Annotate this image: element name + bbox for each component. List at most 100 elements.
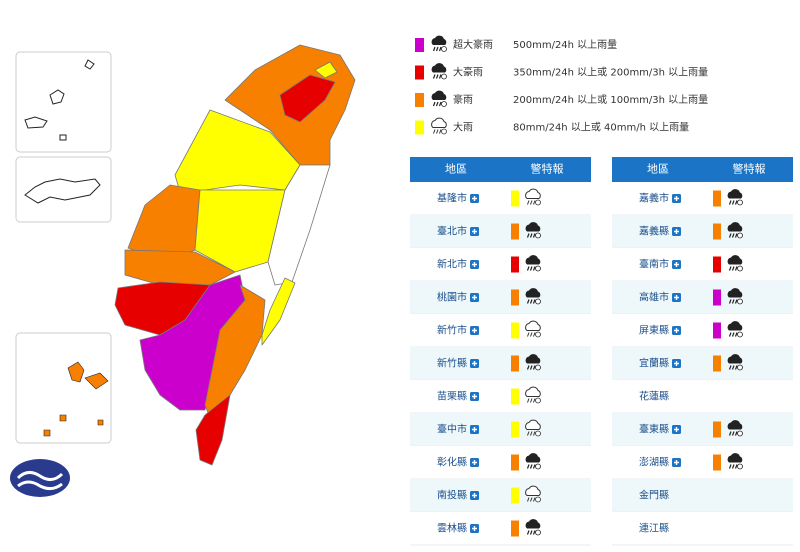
legend-icon [430, 62, 448, 80]
region-name: 臺南市 [639, 258, 669, 271]
warning-swatch [713, 322, 721, 339]
penghu [43, 361, 109, 437]
warning-swatch [511, 388, 519, 405]
table-row[interactable]: 嘉義市 [612, 182, 793, 216]
warning-swatch [713, 289, 721, 306]
row-bg [612, 380, 793, 413]
expand-plus [674, 295, 679, 300]
warning-swatch [713, 421, 721, 438]
legend-level: 超大豪雨 [453, 38, 493, 51]
warning-swatch [511, 355, 519, 372]
legend-swatch [415, 93, 424, 107]
table-row[interactable]: 桃園市 [410, 281, 591, 315]
row-bg [410, 215, 591, 248]
expand-plus [674, 196, 679, 201]
row-bg [612, 215, 793, 248]
expand-plus [472, 394, 477, 399]
row-bg [612, 512, 793, 545]
table-row[interactable]: 嘉義縣 [612, 215, 793, 249]
table-row[interactable]: 新北市 [410, 248, 591, 282]
table-row[interactable]: 臺中市 [410, 413, 591, 447]
row-bg [410, 248, 591, 281]
row-bg [410, 413, 591, 446]
table-row[interactable]: 新竹縣 [410, 347, 591, 381]
warning-swatch [511, 454, 519, 471]
region-name: 雲林縣 [437, 522, 467, 535]
legend-level: 豪雨 [453, 93, 473, 106]
table-row[interactable]: 澎湖縣 [612, 446, 793, 480]
row-bg [612, 248, 793, 281]
legend-icon [431, 117, 447, 135]
expand-plus [674, 427, 679, 432]
expand-plus [472, 295, 477, 300]
expand-plus [472, 196, 477, 201]
region-name: 嘉義縣 [639, 225, 669, 238]
warning-swatch [713, 355, 721, 372]
region-name: 彰化縣 [437, 456, 467, 469]
row-bg [410, 314, 591, 347]
insets [15, 51, 112, 444]
table-row[interactable]: 臺南市 [612, 248, 793, 282]
region-name: 屏東縣 [639, 324, 669, 337]
legend-icon [430, 90, 448, 108]
table-row[interactable]: 南投縣 [410, 479, 591, 513]
table-row[interactable]: 屏東縣 [612, 314, 793, 348]
row-bg [410, 281, 591, 314]
region-name: 新竹縣 [437, 357, 467, 370]
expand-plus [674, 460, 679, 465]
region-name: 嘉義市 [639, 192, 669, 205]
region-name: 基隆市 [437, 192, 467, 205]
warning-swatch [511, 289, 519, 306]
region-name: 金門縣 [639, 489, 669, 502]
tables: 地區 警特報基隆市臺北市新北市桃園市新竹市新竹縣苗栗縣臺中市彰化縣南投縣雲林縣地區… [410, 157, 793, 546]
row-bg [410, 479, 591, 512]
table-row[interactable]: 臺北市 [410, 215, 591, 249]
row-bg [612, 281, 793, 314]
region-name: 澎湖縣 [639, 457, 669, 469]
row-bg [410, 446, 591, 479]
row-bg [410, 380, 591, 413]
table-row[interactable]: 新竹市 [410, 314, 591, 348]
table-row: 金門縣 [612, 479, 793, 513]
table-row[interactable]: 高雄市 [612, 281, 793, 315]
warning-swatch [511, 322, 519, 339]
expand-plus [472, 526, 477, 531]
table-row[interactable]: 宜蘭縣 [612, 347, 793, 381]
legend-swatch [415, 120, 424, 135]
expand-plus [472, 460, 477, 465]
header-cell: 警特報 [531, 162, 564, 176]
warning-swatch [511, 520, 519, 537]
row-bg [410, 512, 591, 545]
table-row[interactable]: 基隆市 [410, 182, 591, 216]
warning-swatch [713, 190, 721, 207]
warning-swatch [511, 256, 519, 273]
row-bg [410, 347, 591, 380]
row-bg [612, 446, 793, 479]
expand-plus [472, 229, 477, 234]
table-row[interactable]: 臺東縣 [612, 413, 793, 447]
legend-swatch [415, 38, 424, 52]
table-row: 花蓮縣 [612, 380, 793, 414]
table-header [410, 157, 591, 182]
legend-level: 大豪雨 [453, 66, 483, 79]
warning-swatch [713, 223, 721, 240]
warning-swatch [511, 487, 519, 504]
row-bg [612, 479, 793, 512]
header-cell: 地區 [445, 163, 467, 176]
region-name: 苗栗縣 [437, 391, 467, 403]
expand-plus [472, 361, 477, 366]
row-bg [612, 182, 793, 215]
warning-swatch [713, 454, 721, 471]
region-name: 桃園市 [437, 291, 467, 304]
table-row[interactable]: 彰化縣 [410, 446, 591, 480]
row-bg [612, 347, 793, 380]
expand-plus [472, 328, 477, 333]
table-row[interactable]: 雲林縣 [410, 512, 591, 546]
expand-plus [674, 361, 679, 366]
legend-desc: 200mm/24h 以上或 100mm/3h 以上雨量 [513, 94, 708, 106]
row-bg [410, 182, 591, 215]
legend-desc: 350mm/24h 以上或 200mm/3h 以上雨量 [513, 67, 708, 79]
table-row[interactable]: 苗栗縣 [410, 380, 591, 414]
